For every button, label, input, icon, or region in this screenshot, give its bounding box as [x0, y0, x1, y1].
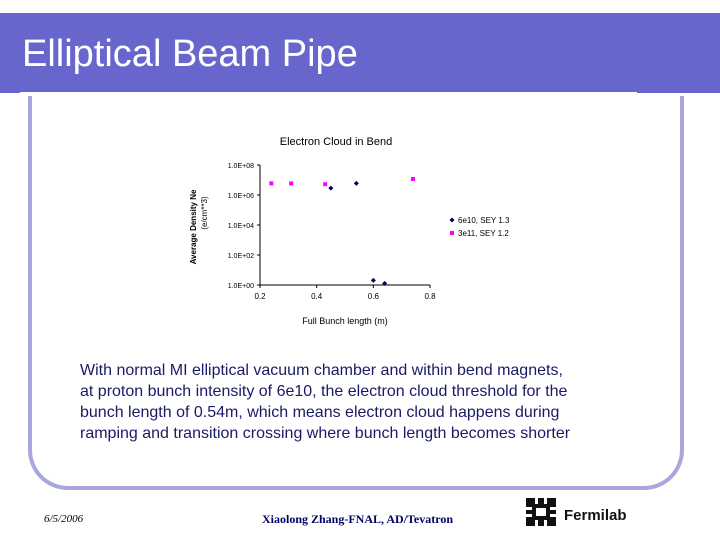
x-tick-label: 0.4 [311, 292, 323, 301]
legend-marker [449, 217, 455, 223]
y-tick-label: 1.0E+08 [228, 163, 254, 170]
title-bar [0, 13, 720, 93]
chart-title: Electron Cloud in Bend [280, 136, 393, 148]
legend-marker [450, 231, 454, 235]
y-tick-label: 1.0E+04 [228, 223, 254, 230]
x-axis-label: Full Bunch length (m) [302, 316, 388, 326]
x-tick-label: 0.6 [368, 292, 380, 301]
legend-label: 6e10, SEY 1.3 [458, 216, 510, 225]
slide-title: Elliptical Beam Pipe [22, 33, 358, 75]
x-tick-label: 0.8 [424, 292, 436, 301]
y-axis-unit: (e/cm**3) [200, 196, 209, 230]
data-point [411, 176, 415, 181]
data-point [353, 180, 359, 186]
y-axis-label: Average Density Ne [189, 189, 198, 264]
y-tick-label: 1.0E+06 [228, 193, 254, 200]
body-line: With normal MI elliptical vacuum chamber… [80, 362, 563, 379]
footer-author: Xiaolong Zhang-FNAL, AD/Tevatron [262, 512, 454, 526]
chart-legend: 6e10, SEY 1.3 3e11, SEY 1.2 [449, 216, 510, 238]
footer-date: 6/5/2006 [44, 513, 84, 525]
plot-area: 1.0E+00 1.0E+02 1.0E+04 1.0E+06 1.0E+08 0.2 0.… [228, 163, 436, 301]
body-line: at proton bunch intensity of 6e10, the e… [80, 383, 568, 400]
body-text: With normal MI elliptical vacuum chamber… [80, 360, 640, 444]
data-point [370, 277, 376, 283]
y-tick-label: 1.0E+00 [228, 283, 254, 290]
data-point [328, 185, 334, 191]
title-underline [20, 92, 637, 96]
y-tick-label: 1.0E+02 [228, 253, 254, 260]
fermilab-wordmark: Fermilab [564, 507, 627, 524]
data-point [382, 280, 388, 286]
data-point [323, 182, 328, 187]
fermilab-logo-icon [526, 498, 556, 526]
legend-label: 3e11, SEY 1.2 [458, 229, 509, 238]
x-tick-label: 0.2 [254, 292, 266, 301]
content-frame [28, 96, 684, 490]
chart: Electron Cloud in Bend 1.0E+001.0E+021.0… [189, 136, 510, 326]
data-point [289, 181, 294, 186]
body-line: bunch length of 0.54m, which means elect… [80, 404, 560, 421]
data-point [269, 181, 274, 186]
body-line: ramping and transition crossing where bu… [80, 425, 571, 442]
